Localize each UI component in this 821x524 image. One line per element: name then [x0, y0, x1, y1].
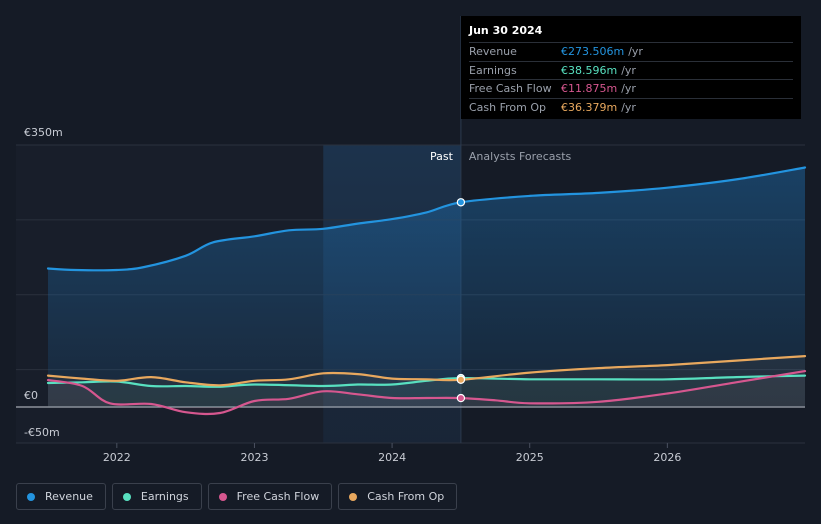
- tooltip-value: €11.875m: [561, 82, 618, 95]
- tooltip-label: Revenue: [469, 45, 517, 58]
- y-axis-label: -€50m: [24, 426, 60, 439]
- cash-from-op-line: [46, 355, 807, 387]
- tooltip-value: €38.596m: [561, 63, 618, 77]
- legend-item-cash-from-op[interactable]: Cash From Op: [338, 483, 458, 510]
- legend: Revenue Earnings Free Cash Flow Cash Fro…: [16, 483, 458, 510]
- tooltip-row-free-cash-flow: Free Cash Flow €11.875m /yr: [469, 79, 793, 98]
- legend-label: Earnings: [140, 490, 189, 503]
- revenue-dot-icon: [27, 492, 35, 501]
- free-cash-flow-marker: [456, 393, 466, 403]
- earnings-dot-icon: [122, 492, 131, 501]
- tooltip-row-revenue: Revenue €273.506m /yr: [469, 42, 793, 61]
- cash-from-op-dot-icon: [349, 492, 358, 501]
- cash-from-op-marker: [456, 375, 466, 384]
- tooltip-label: Cash From Op: [469, 100, 547, 114]
- earnings-line: [46, 374, 807, 388]
- tooltip-unit: /yr: [621, 82, 636, 95]
- revenue-marker: [456, 198, 466, 207]
- legend-label: Free Cash Flow: [236, 490, 320, 503]
- legend-item-free-cash-flow[interactable]: Free Cash Flow: [207, 483, 333, 510]
- free-cash-flow-area: [48, 371, 805, 414]
- tooltip-unit: /yr: [628, 45, 643, 58]
- y-axis-label: €0: [24, 389, 38, 402]
- legend-item-earnings[interactable]: Earnings: [111, 483, 202, 510]
- tooltip-label: Earnings: [469, 63, 517, 77]
- x-axis-label: 2025: [516, 451, 544, 464]
- forecast-label: Analysts Forecasts: [469, 150, 572, 163]
- x-axis-label: 2022: [103, 451, 131, 464]
- revenue-area: [48, 167, 805, 407]
- x-axis-label: 2024: [378, 451, 406, 464]
- legend-label: Revenue: [45, 490, 93, 503]
- tooltip-value: €36.379m: [561, 100, 618, 114]
- tooltip-value: €273.506m: [561, 45, 625, 58]
- revenue-line: [46, 166, 807, 272]
- tooltip: Jun 30 2024 Revenue €273.506m /yr Earnin…: [461, 16, 801, 119]
- tooltip-row-cash-from-op: Cash From Op €36.379m /yr: [469, 97, 793, 117]
- legend-label: Cash From Op: [367, 490, 445, 503]
- past-label: Past: [430, 150, 454, 163]
- legend-item-revenue[interactable]: Revenue: [16, 483, 106, 510]
- x-axis-label: 2023: [240, 451, 268, 464]
- x-axis-label: 2026: [653, 451, 681, 464]
- free-cash-flow-dot-icon: [218, 492, 227, 501]
- tooltip-row-earnings: Earnings €38.596m /yr: [469, 60, 793, 80]
- y-axis-label: €350m: [24, 126, 63, 139]
- tooltip-unit: /yr: [621, 100, 636, 114]
- free-cash-flow-line: [46, 370, 807, 416]
- tooltip-unit: /yr: [621, 63, 636, 77]
- tooltip-date: Jun 30 2024: [469, 24, 543, 37]
- tooltip-label: Free Cash Flow: [469, 82, 552, 95]
